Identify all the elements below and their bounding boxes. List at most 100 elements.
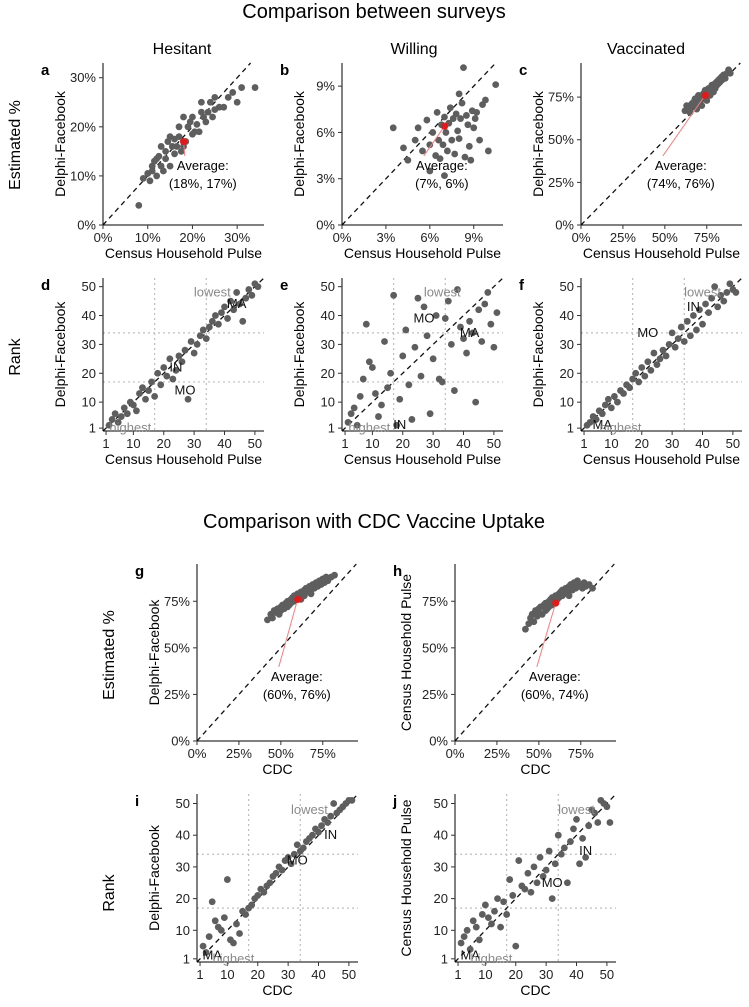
data-point	[426, 167, 434, 175]
data-point	[494, 895, 501, 903]
diagonal-reference-line	[102, 277, 265, 432]
average-label: Average:	[529, 669, 581, 684]
panel-letter-c: c	[519, 62, 527, 79]
data-point	[368, 364, 376, 371]
data-point	[230, 306, 238, 314]
data-point	[452, 110, 460, 118]
data-point	[365, 358, 373, 366]
data-point	[307, 590, 315, 598]
data-point	[372, 390, 379, 397]
data-point	[503, 911, 511, 918]
data-point	[408, 416, 416, 423]
diagonal-reference-line	[454, 793, 617, 963]
data-point	[236, 930, 243, 937]
x-tick-label: 75%	[310, 746, 336, 761]
data-point	[570, 825, 577, 833]
data-point	[478, 338, 486, 345]
data-point	[402, 326, 410, 334]
y-tick-label: 50%	[164, 640, 190, 655]
data-point	[405, 381, 413, 389]
y-tick-label: 20	[176, 891, 190, 906]
data-point	[475, 936, 483, 944]
data-point	[187, 338, 195, 345]
data-point	[478, 911, 486, 918]
data-point	[472, 923, 480, 931]
data-point	[221, 303, 228, 311]
y-tick-label: 50	[560, 279, 574, 294]
x-axis-label: Census Household Pulse	[105, 245, 262, 261]
x-tick-label: 50%	[268, 746, 294, 761]
data-point	[211, 93, 219, 101]
data-point	[714, 303, 722, 311]
data-point	[248, 901, 256, 909]
data-point	[353, 421, 361, 429]
y-tick-label: 0%	[77, 218, 96, 233]
data-point	[199, 326, 207, 334]
y-axis-label: Delphi-Facebook	[52, 301, 68, 408]
data-point	[224, 315, 231, 322]
data-point	[438, 378, 446, 386]
x-tick-label: 30	[281, 967, 295, 982]
diagonal-reference-line	[341, 62, 497, 226]
rank-extreme-label: lowest	[684, 284, 721, 299]
state-label: MO	[637, 325, 658, 340]
y-axis-label: Delphi-Facebook	[146, 824, 162, 931]
data-point	[108, 416, 116, 423]
data-point	[726, 280, 734, 288]
data-point	[560, 844, 568, 852]
data-point	[193, 120, 201, 128]
x-tick-label: 1	[102, 436, 109, 451]
data-point	[497, 923, 504, 931]
panel-letter-i: i	[135, 793, 139, 810]
data-point	[146, 177, 154, 185]
data-point	[470, 124, 478, 132]
y-tick-label: 25%	[422, 687, 448, 702]
data-point	[384, 384, 391, 392]
x-tick-label: 1	[196, 967, 203, 982]
data-point	[443, 147, 451, 155]
data-point	[454, 286, 461, 293]
data-point	[458, 99, 466, 107]
data-point	[463, 112, 470, 119]
data-point	[157, 143, 165, 150]
y-tick-label: 10	[321, 395, 335, 410]
data-point	[686, 332, 694, 340]
data-point	[463, 349, 470, 357]
data-point	[565, 592, 573, 600]
data-point	[524, 869, 532, 877]
data-point	[242, 911, 250, 918]
x-tick-label: 3%	[377, 230, 396, 245]
panel-letter-h: h	[393, 563, 402, 580]
data-point	[350, 404, 358, 412]
data-point	[151, 392, 159, 400]
average-point	[552, 599, 560, 607]
data-point	[120, 404, 128, 412]
x-tick-label: 50	[342, 967, 356, 982]
average-point	[701, 91, 709, 99]
y-tick-label: 40	[176, 828, 190, 843]
y-tick-label: 0%	[429, 734, 448, 749]
data-point	[693, 105, 701, 113]
data-point	[545, 847, 553, 855]
data-point	[171, 150, 178, 158]
data-point	[202, 335, 210, 343]
panel-letter-e: e	[280, 277, 288, 294]
data-point	[387, 369, 395, 377]
data-point	[205, 323, 213, 331]
rank-extreme-label: highest	[600, 420, 642, 435]
data-point	[420, 303, 428, 311]
data-point	[653, 361, 661, 369]
data-point	[423, 332, 431, 340]
data-point	[475, 306, 483, 314]
data-point	[457, 115, 464, 122]
data-point	[586, 418, 594, 426]
data-point	[671, 343, 679, 351]
data-point	[448, 136, 456, 144]
average-leader-line	[662, 95, 706, 157]
data-point	[180, 113, 187, 121]
x-tick-label: 10	[126, 436, 140, 451]
y-tick-label: 50	[176, 796, 190, 811]
y-tick-label: 30	[176, 859, 190, 874]
data-point	[347, 410, 355, 418]
